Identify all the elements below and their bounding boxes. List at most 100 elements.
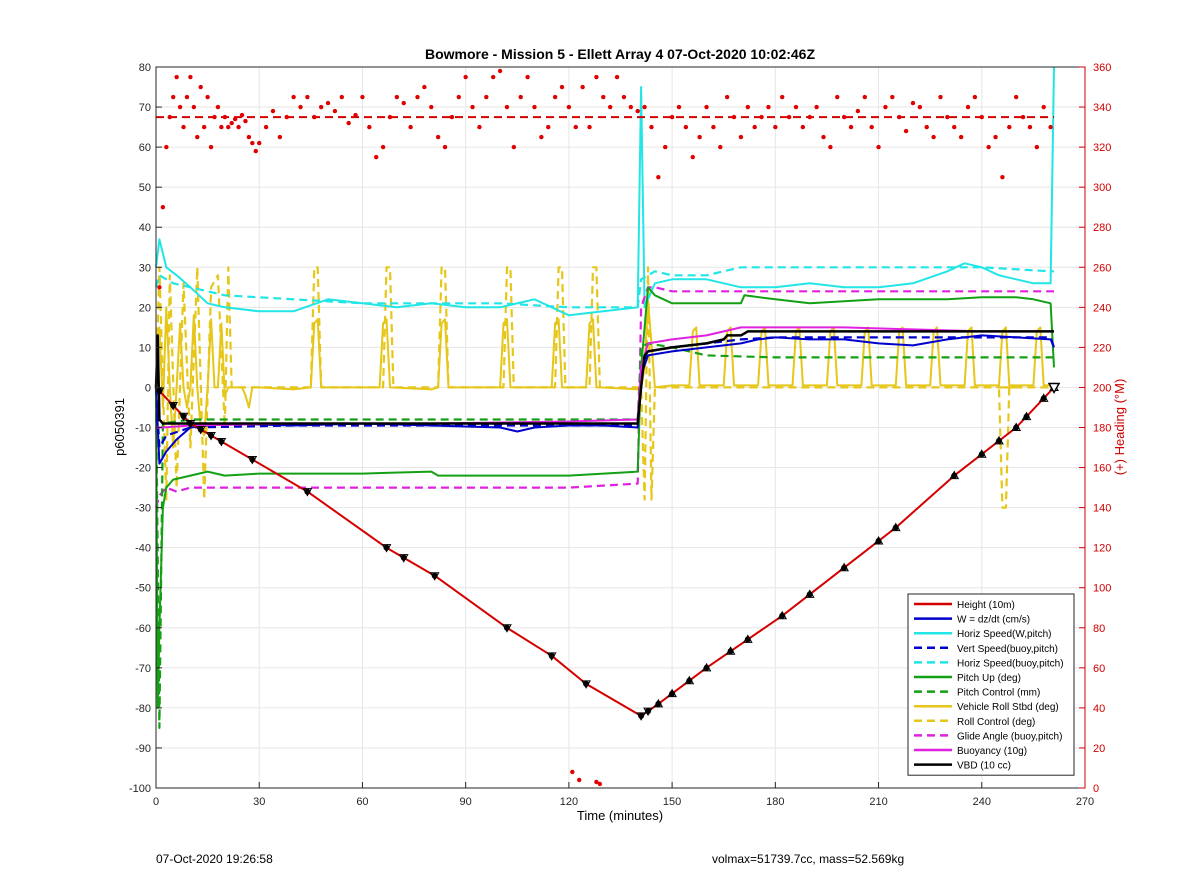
- heading-point: [683, 124, 689, 130]
- legend-label-horiz_buoy: Horiz Speed(buoy,pitch): [957, 658, 1064, 669]
- heading-point: [780, 94, 785, 100]
- depth-point: [978, 451, 985, 458]
- axis-layer: 0 30 60 90 120 150 180 210 240 270-100-90-80-70-6…: [129, 62, 1111, 808]
- heading-point: [628, 104, 634, 110]
- heading-point: [993, 134, 998, 140]
- heading-point: [191, 104, 197, 110]
- heading-point: [429, 104, 434, 110]
- heading-point: [766, 104, 771, 110]
- heading-point: [157, 285, 162, 290]
- heading-point: [205, 94, 210, 100]
- series-line-glide: [154, 286, 1054, 508]
- series-line-vert_buoy: [154, 336, 1056, 449]
- depth-point: [951, 472, 958, 479]
- heading-point: [958, 134, 964, 140]
- legend-label-glide: Glide Angle (buoy,pitch): [957, 731, 1062, 742]
- heading-point: [239, 112, 245, 118]
- depth-point: [180, 413, 187, 420]
- heading-point: [484, 94, 489, 100]
- depth-point: [1013, 424, 1020, 431]
- heading-point: [704, 104, 709, 110]
- y-tick-label-right: 100: [1093, 583, 1111, 595]
- heading-point: [669, 114, 675, 120]
- series-layer: [154, 66, 1056, 730]
- heading-point: [924, 124, 929, 130]
- heading-point: [587, 124, 592, 130]
- marker-layer: [154, 68, 1061, 787]
- heading-point: [188, 74, 193, 80]
- heading-point: [828, 144, 833, 150]
- y-tick-label-left: 10: [139, 342, 151, 354]
- depth-point: [431, 572, 438, 579]
- heading-point: [367, 124, 372, 130]
- heading-point: [463, 74, 468, 80]
- heading-point: [246, 134, 252, 140]
- heading-point: [649, 124, 654, 130]
- heading-point: [903, 128, 909, 134]
- y-tick-label-right: 180: [1093, 423, 1111, 435]
- heading-point: [731, 114, 737, 120]
- heading-point: [986, 144, 991, 150]
- x-tick-label: 60: [356, 796, 368, 808]
- heading-point: [490, 74, 496, 80]
- depth-point: [892, 524, 899, 531]
- y-tick-label-right: 40: [1093, 703, 1105, 715]
- heading-point: [525, 74, 530, 80]
- legend-label-height: Height (10m): [957, 600, 1015, 611]
- heading-point: [1041, 104, 1046, 110]
- y-tick-label-left: 20: [139, 302, 151, 314]
- depth-point: [655, 700, 662, 707]
- heading-point: [226, 124, 231, 130]
- y-tick-label-right: 160: [1093, 463, 1111, 475]
- y-tick-label-right: 60: [1093, 663, 1105, 675]
- heading-point: [504, 104, 510, 110]
- depth-point: [1023, 413, 1030, 420]
- heading-point: [577, 777, 582, 783]
- heading-point: [1020, 114, 1026, 120]
- heading-point: [374, 154, 379, 160]
- y-tick-label-right: 300: [1093, 182, 1111, 194]
- heading-point: [814, 104, 819, 110]
- heading-point: [360, 94, 365, 100]
- heading-point: [580, 84, 585, 90]
- heading-point: [253, 148, 258, 154]
- heading-point: [841, 114, 847, 120]
- y-tick-label-left: -90: [135, 743, 151, 755]
- heading-point: [972, 94, 978, 100]
- heading-point: [635, 108, 640, 114]
- y-tick-label-right: 340: [1093, 102, 1111, 114]
- depth-point: [208, 432, 215, 439]
- legend-label-vert_buoy: Vert Speed(buoy,pitch): [957, 644, 1058, 655]
- heading-point: [745, 104, 751, 110]
- legend-label-pitch: Pitch Up (deg): [957, 673, 1021, 684]
- heading-point: [243, 118, 248, 124]
- heading-point: [380, 144, 386, 150]
- heading-point: [332, 108, 338, 114]
- heading-point: [1013, 94, 1019, 100]
- y-tick-label-left: -50: [135, 583, 151, 595]
- y-tick-label-right: 80: [1093, 623, 1105, 635]
- series-line-horiz_buoy: [154, 266, 1054, 309]
- heading-point: [456, 94, 461, 100]
- heading-point: [236, 124, 241, 130]
- heading-point: [184, 94, 190, 100]
- legend-label-pitch_ctrl: Pitch Control (mm): [957, 688, 1040, 699]
- depth-point: [638, 712, 645, 719]
- heading-point: [910, 100, 916, 106]
- heading-point: [219, 124, 224, 130]
- heading-point: [353, 112, 358, 118]
- heading-point: [773, 124, 778, 130]
- heading-point: [435, 134, 441, 140]
- heading-point: [724, 94, 730, 100]
- footer-timestamp: 07-Oct-2020 19:26:58: [156, 852, 273, 866]
- y-tick-label-left: 50: [139, 182, 151, 194]
- heading-point: [945, 114, 950, 120]
- depth-point: [744, 636, 751, 643]
- heading-point: [697, 134, 702, 140]
- heading-point: [952, 124, 957, 130]
- heading-point: [1034, 144, 1040, 150]
- y-tick-label-right: 20: [1093, 743, 1105, 755]
- depth-point: [806, 591, 813, 598]
- y-tick-label-left: -60: [135, 623, 151, 635]
- depth-point: [187, 420, 194, 427]
